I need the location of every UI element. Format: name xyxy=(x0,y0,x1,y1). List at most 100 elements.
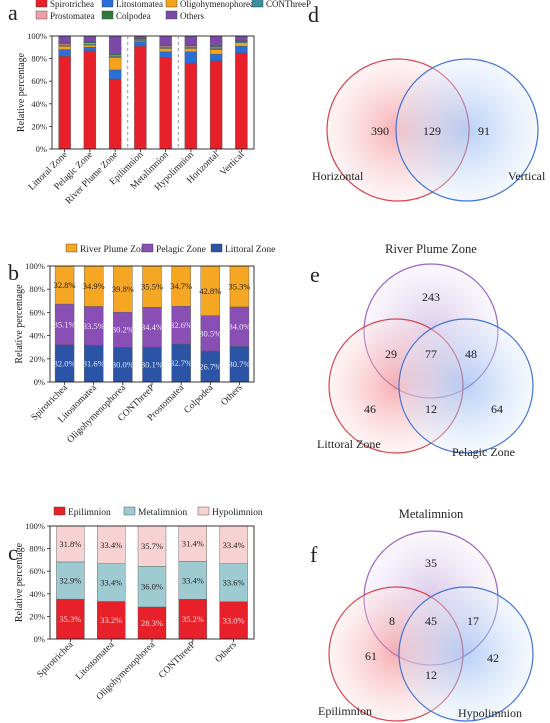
bar-segment xyxy=(134,45,147,150)
chart-c: Epilimnion Metalimnion Hypolimnion 35.3% 32.… xyxy=(14,506,263,702)
data-label: 33.0% xyxy=(223,615,245,625)
y-axis-label: Relative percentage xyxy=(14,542,25,622)
legend-label: Metalimnion xyxy=(138,508,187,518)
bar-segment xyxy=(184,62,198,150)
bar-segment xyxy=(96,563,126,602)
venn-e-label-river-plume: River Plume Zone xyxy=(385,242,477,256)
bar-segment xyxy=(108,78,122,150)
legend-label: Hypolimnion xyxy=(212,508,263,518)
legend-swatch xyxy=(101,0,114,8)
bar-segment xyxy=(56,525,85,563)
bar-segment xyxy=(235,45,248,54)
bar-segment xyxy=(209,53,223,62)
legend-swatch xyxy=(101,10,114,20)
bar-segment xyxy=(219,563,248,602)
legend-swatch xyxy=(165,10,178,20)
y-tick-label: 40% xyxy=(29,331,45,341)
bar-segment xyxy=(58,49,71,57)
plot-frame xyxy=(49,525,255,640)
legend-swatch xyxy=(123,506,136,516)
venn-d-only-vertical: 91 xyxy=(478,124,490,138)
bar-segment xyxy=(56,598,85,640)
data-label: 32.8% xyxy=(54,280,76,290)
legend-label: CONThreeP xyxy=(266,0,311,9)
venn-e-littoral-pelagic: 12 xyxy=(425,402,437,416)
venn-e-only-littoral: 46 xyxy=(364,402,376,416)
bar-segment xyxy=(58,35,71,43)
y-tick-label: 100% xyxy=(25,261,45,271)
y-tick-label: 20% xyxy=(29,611,45,621)
y-tick-label: 20% xyxy=(31,121,47,131)
venn-f-only-hypolimnion: 42 xyxy=(487,651,499,665)
venn-f-all: 45 xyxy=(425,614,437,628)
venn-d-label-horizontal: Horizontal xyxy=(312,169,364,183)
bar-segment xyxy=(235,42,248,47)
venn-e-label-littoral: Littoral Zone xyxy=(317,437,381,451)
category-label: Others xyxy=(214,640,239,665)
bar-segment xyxy=(159,57,172,150)
venn-f-meta-epi: 8 xyxy=(389,614,395,628)
y-axis-label: Relative percentage xyxy=(16,52,27,132)
venn-f: Metalimnion Epilimnion Hypolimnion 35 61… xyxy=(318,507,534,722)
bar-segment xyxy=(178,525,208,562)
data-label: 35.3% xyxy=(59,614,81,624)
bar-segment xyxy=(56,561,85,600)
legend-swatch xyxy=(65,243,78,253)
venn-d-circle-vertical xyxy=(395,58,539,202)
y-tick-label: 40% xyxy=(29,589,45,599)
bar-segment xyxy=(134,41,147,47)
legend-label: Pelagic Zone xyxy=(156,245,206,255)
data-label: 34.7% xyxy=(170,281,192,291)
data-label: 30.1% xyxy=(141,360,163,370)
bar-segment xyxy=(184,51,198,64)
data-label: 35.5% xyxy=(141,282,163,292)
legend-swatch xyxy=(35,0,48,8)
data-label: 32.9% xyxy=(59,576,81,586)
legend-label: Prostomatea xyxy=(50,11,95,21)
bar-segment xyxy=(219,525,248,564)
bar-segment xyxy=(83,47,97,51)
bar-segment xyxy=(235,35,248,41)
data-label: 34.9% xyxy=(83,281,105,291)
data-label: 39.8% xyxy=(112,284,134,294)
legend-swatch xyxy=(165,0,178,8)
data-label: 36.0% xyxy=(141,582,163,592)
bar-segment xyxy=(58,56,71,150)
category-label: Others xyxy=(220,383,245,408)
legend-label: Others xyxy=(180,11,204,21)
data-label: 42.8% xyxy=(199,286,221,296)
panel-label-e: e xyxy=(310,262,320,287)
y-tick-label: 40% xyxy=(31,99,47,109)
y-tick-label: 0% xyxy=(36,144,47,154)
bar-segment xyxy=(58,45,71,50)
venn-e: River Plume Zone Littoral Zone Pelagic Z… xyxy=(317,242,534,459)
bar-segment xyxy=(159,48,172,53)
venn-d-only-horizontal: 390 xyxy=(371,124,389,138)
data-label: 30.0% xyxy=(112,360,134,370)
venn-f-meta-hypo: 17 xyxy=(467,614,479,628)
category-label: Colpodea xyxy=(183,383,216,416)
bar-segment xyxy=(159,51,172,58)
legend-swatch xyxy=(197,506,210,516)
y-tick-label: 60% xyxy=(29,307,45,317)
plot-frame xyxy=(49,265,255,383)
y-tick-label: 20% xyxy=(29,354,45,364)
data-label: 33.2% xyxy=(100,615,122,625)
legend-label: Epilimnion xyxy=(68,508,111,518)
data-label: 31.4% xyxy=(182,539,204,549)
y-axis-label: Relative percentage xyxy=(14,284,25,364)
bar-segment xyxy=(137,566,167,608)
venn-f-only-metalimnion: 35 xyxy=(425,556,437,570)
legend-label: Littoral Zone xyxy=(225,245,275,255)
bar-segment xyxy=(108,69,122,80)
data-label: 33.4% xyxy=(182,575,204,585)
data-label: 33.4% xyxy=(100,540,122,550)
panel-label-d: d xyxy=(308,2,319,27)
chart-a: Spirotrichea Litostomatea Oligohymenophore… xyxy=(16,0,311,206)
legend-label: Oligohymenophorea xyxy=(180,0,254,9)
data-label: 31.6% xyxy=(83,359,105,369)
data-label: 26.7% xyxy=(199,362,221,372)
y-tick-label: 100% xyxy=(25,521,45,531)
y-tick-label: 80% xyxy=(29,544,45,554)
